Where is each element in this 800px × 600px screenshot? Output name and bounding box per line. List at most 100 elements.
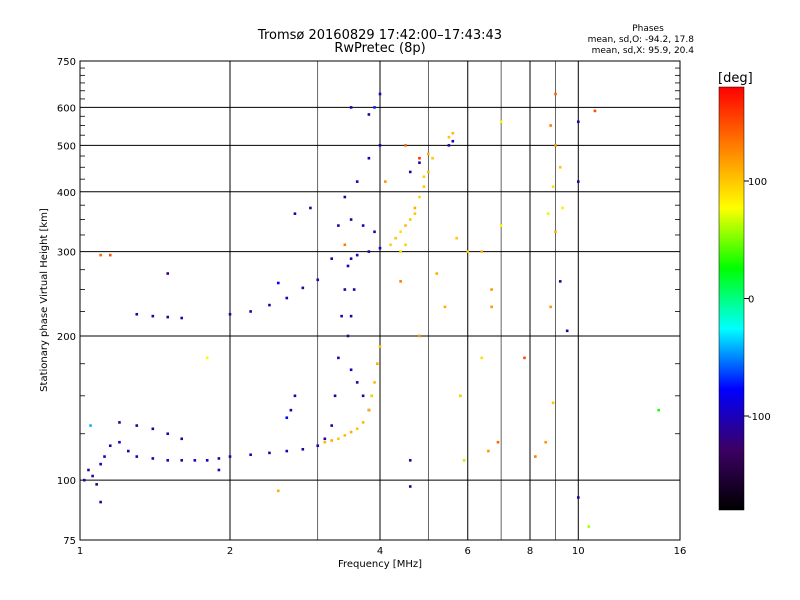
data-point [413,212,417,215]
colorbar-tick-label: 0 [748,295,754,306]
x-tick-label: 16 [674,546,687,557]
data-point [404,243,407,247]
data-point [268,303,271,307]
data-point [217,457,221,460]
data-point [330,424,334,427]
data-point [378,246,382,250]
data-point [466,250,470,253]
data-point [316,278,320,282]
data-point [330,439,334,442]
data-point [523,356,526,360]
data-point [534,455,537,458]
data-point [418,195,421,199]
data-point [418,334,421,338]
data-point [118,421,121,424]
chart-title: Tromsø 20160829 17:42:00–17:43:43 [257,28,502,43]
data-point [422,185,426,188]
data-point [193,459,197,462]
data-point [657,408,660,412]
y-tick-label: 100 [57,476,76,487]
data-point [337,437,340,441]
legend-line-o: mean, sd,O: -94.2, 17.8 [588,35,695,45]
data-point [276,489,280,493]
data-point [554,144,557,147]
colorbar-tick-label: -100 [748,412,771,423]
data-point [333,394,337,398]
data-point [285,449,289,453]
data-point [408,170,412,174]
data-point [367,408,371,412]
data-point [99,253,102,257]
data-point [373,381,376,384]
data-point [180,459,184,462]
data-point [565,329,569,333]
data-point [99,500,102,504]
data-point [285,416,289,420]
data-point [337,224,340,227]
data-point [408,485,412,488]
data-point [349,257,353,260]
data-point [593,109,597,113]
data-point [576,496,580,499]
plot-grid [79,60,681,541]
x-axis-label: Frequency [MHz] [338,559,422,570]
data-point [587,525,591,528]
data-point [418,156,421,160]
data-point [404,224,407,227]
data-point [499,224,503,227]
data-point [309,206,312,210]
data-point [135,312,139,316]
data-point [399,230,402,234]
data-point [544,440,547,444]
data-point [378,92,382,96]
y-tick-label: 300 [57,248,76,259]
data-point [384,180,387,183]
y-tick-label: 750 [57,57,76,68]
data-point [367,113,371,116]
data-point [118,440,121,444]
data-point [228,455,232,458]
data-point [447,144,451,147]
data-point [87,468,90,472]
data-point [293,212,297,215]
data-point [370,394,374,398]
data-point [301,286,305,290]
data-point [373,106,376,109]
data-point [205,356,209,360]
data-point [447,135,451,139]
data-point [546,212,550,215]
data-point [455,236,458,240]
data-point [217,468,221,472]
data-point [289,408,293,412]
data-point [496,440,500,444]
data-point [375,362,379,366]
data-point [422,175,426,179]
data-point [404,144,407,147]
data-point [394,236,397,240]
data-point [293,394,297,398]
data-point [367,250,371,253]
y-tick-label: 500 [57,141,76,152]
data-point [126,449,130,453]
data-point [151,457,155,460]
colorbar-label: [deg] [718,71,753,86]
data-point [443,305,447,309]
data-point [316,444,320,448]
chart-subtitle: RwPretec (8p) [334,41,425,56]
data-point [301,447,305,451]
data-point [205,459,209,462]
data-point [418,161,421,164]
data-point [355,381,359,384]
data-point [349,106,353,109]
data-point [343,195,347,199]
data-point [431,156,434,160]
data-point [135,424,139,427]
data-point [349,218,353,221]
data-point [268,451,271,455]
data-point [389,243,392,247]
data-point [355,180,359,183]
data-point [451,131,455,135]
data-point [349,430,353,434]
data-point [180,437,184,441]
axis-ticks: 1 2 4 6 8 10 16 75 100 200 300 400 500 600 750 [57,57,686,557]
